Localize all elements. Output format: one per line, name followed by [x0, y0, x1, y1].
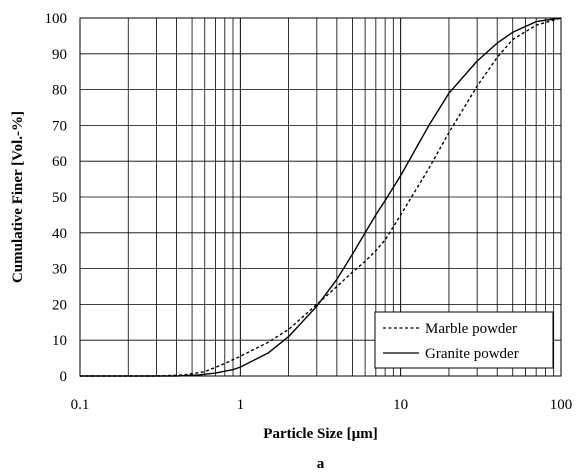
- figure-caption: a: [317, 456, 325, 472]
- y-tick-label: 10: [52, 333, 67, 349]
- x-tick-label: 0.1: [71, 397, 90, 413]
- legend-box: [374, 311, 554, 369]
- plot-area-frame: [79, 17, 562, 377]
- legend-label-marble: Marble powder: [425, 321, 517, 337]
- y-tick-label: 40: [52, 226, 67, 242]
- x-tick-label: 10: [393, 397, 408, 413]
- x-tick-label: 100: [550, 397, 573, 413]
- y-tick-label: 90: [52, 47, 67, 63]
- y-tick-label: 70: [52, 118, 67, 134]
- legend-label-granite: Granite powder: [425, 346, 519, 362]
- legend: Marble powder Granite powder: [374, 311, 554, 369]
- y-tick-label: 60: [52, 154, 67, 170]
- x-tick-label: 1: [237, 397, 245, 413]
- series-line-granite: [80, 17, 562, 377]
- y-axis-label: Cumulative Finer [Vol.-%]: [10, 111, 26, 283]
- x-axis-label: Particle Size [µm]: [263, 426, 377, 442]
- y-tick-label: 0: [60, 369, 68, 385]
- series-lines: [80, 17, 562, 377]
- y-tick-label: 20: [52, 297, 67, 313]
- y-tick-label: 50: [52, 190, 67, 206]
- y-tick-label: 30: [52, 262, 67, 278]
- tick-labels: 0 10 20 30 40 50 60 70 80 90 100 0.1 1 10 100: [45, 11, 573, 413]
- y-tick-label: 80: [52, 83, 67, 99]
- y-tick-label: 100: [45, 11, 68, 27]
